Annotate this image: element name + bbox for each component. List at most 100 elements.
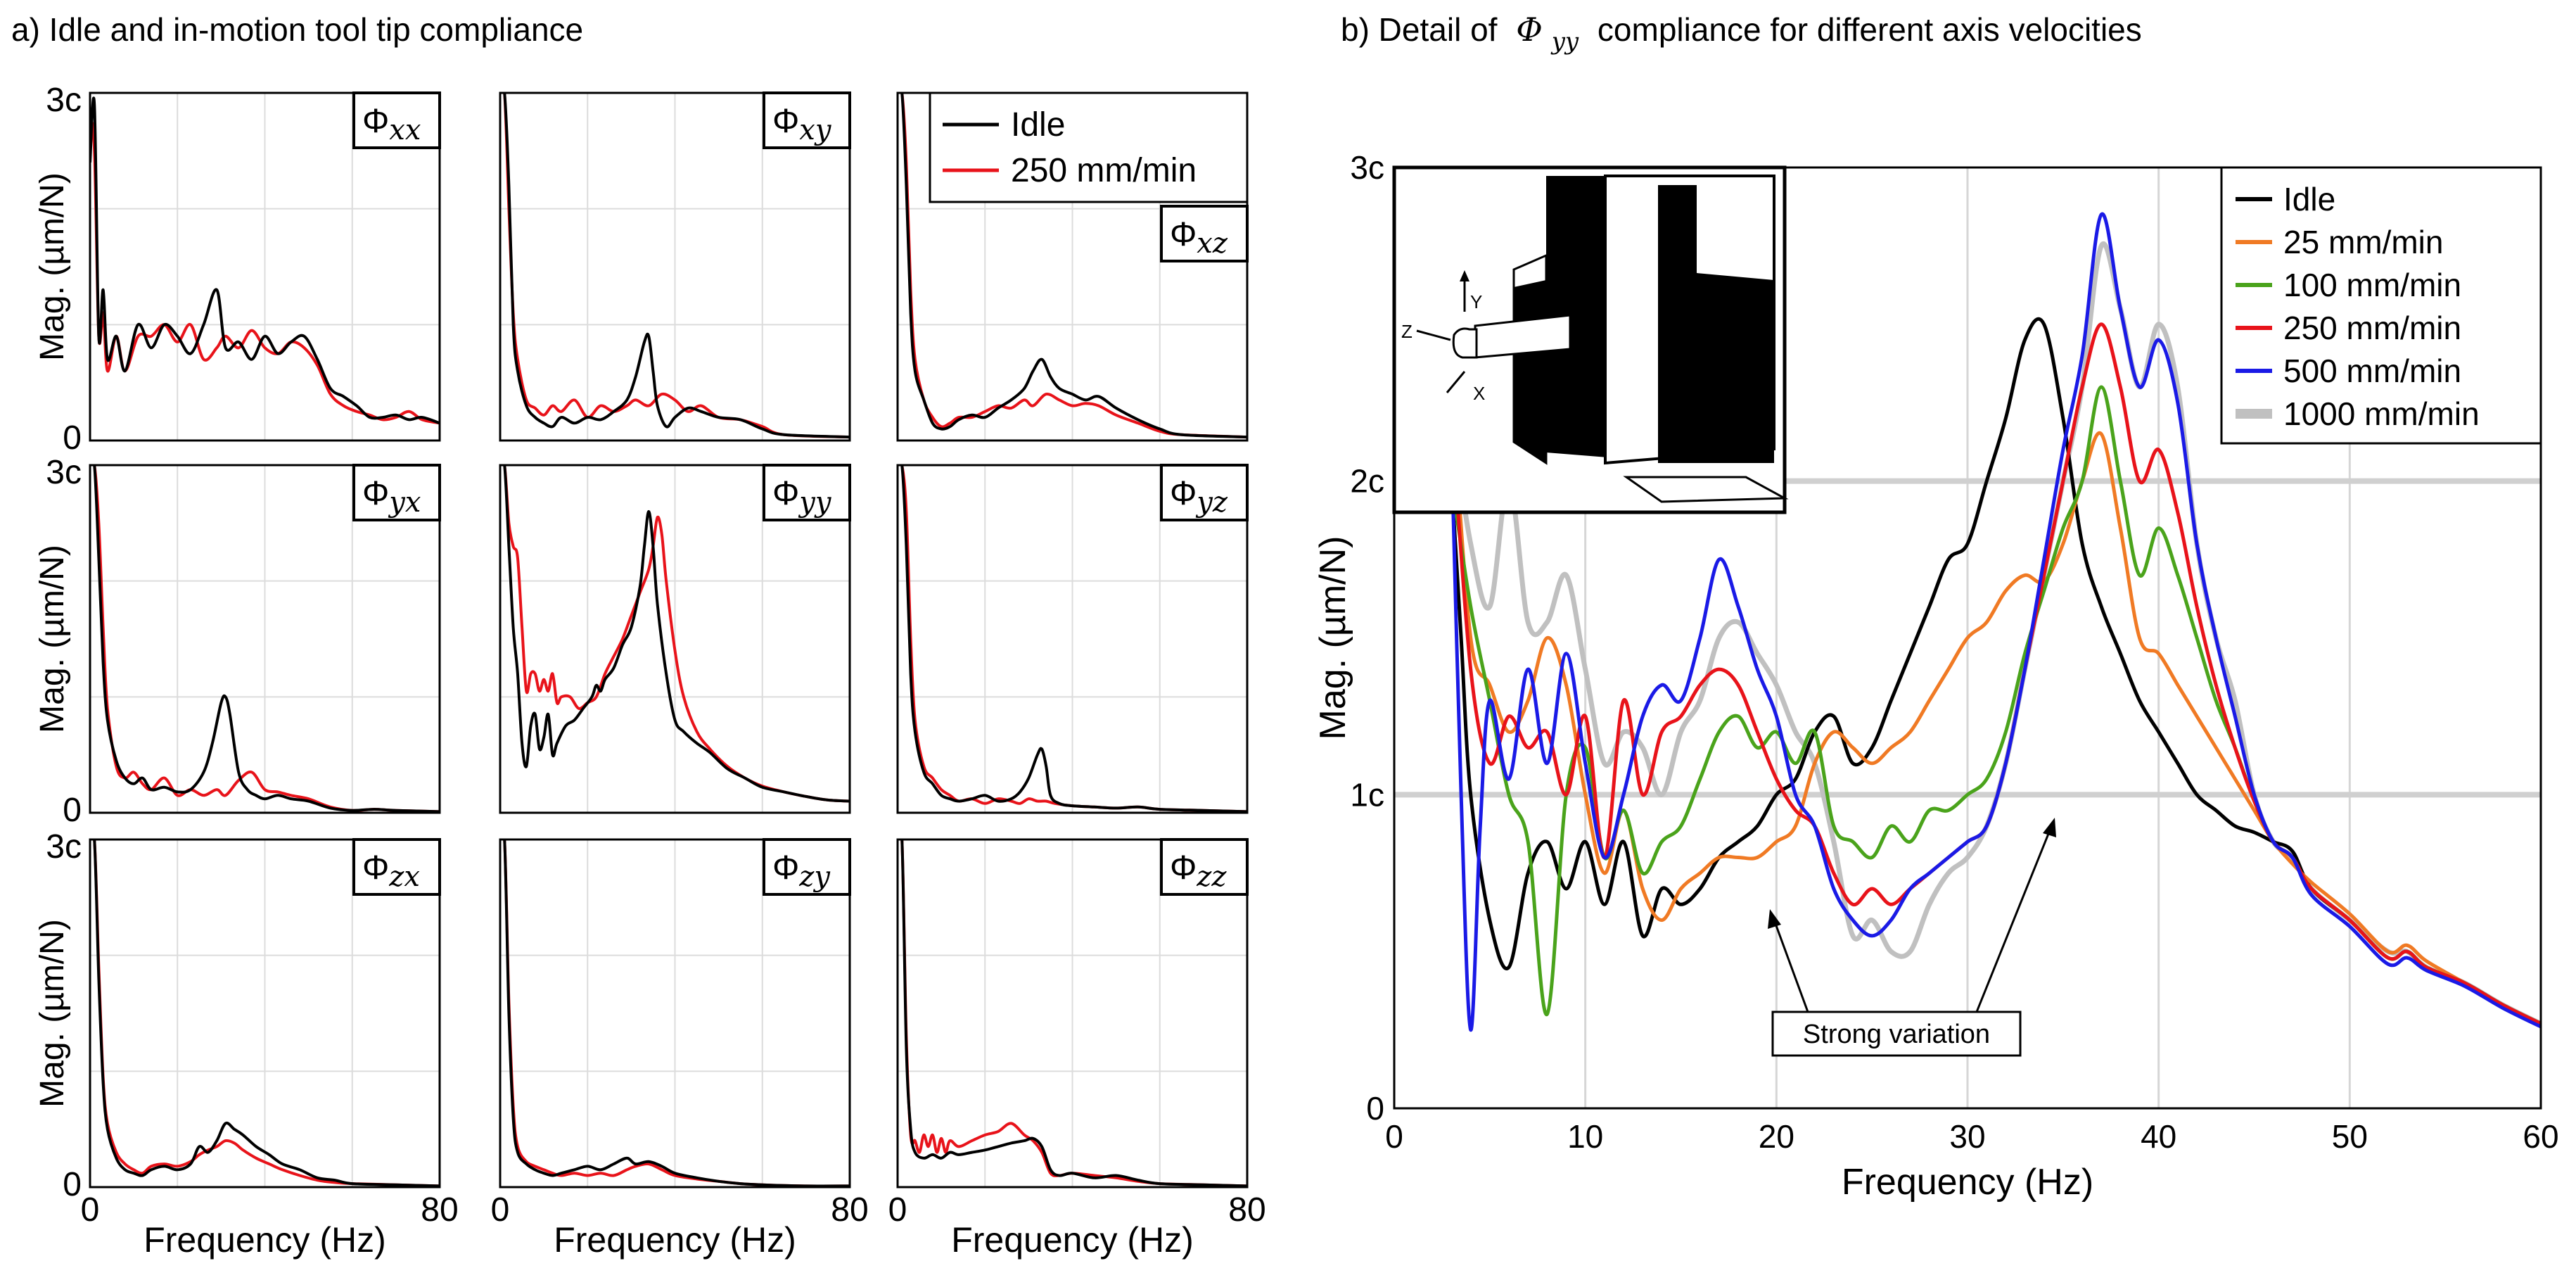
subplot-label-box — [763, 91, 851, 149]
panel-b-title-symbol: Φ — [1516, 11, 1543, 49]
subplot-label: Φxx — [362, 103, 421, 146]
inset-label-y: Y — [1470, 291, 1482, 312]
annotation-arrowhead — [2043, 818, 2056, 837]
y-tick-label: 0 — [63, 1166, 82, 1203]
y-tick-label: 1c — [1350, 776, 1384, 813]
annotation-arrow — [1975, 830, 2051, 1013]
plot-frame — [499, 838, 851, 1189]
y-tick-label: 0 — [1366, 1090, 1384, 1127]
legend-label: 500 mm/min — [2283, 353, 2461, 389]
subplot-label-box — [763, 838, 851, 896]
plot-frame — [499, 464, 851, 814]
panel-b-title: b) Detail of Φ yy compliance for differe… — [1341, 11, 2142, 56]
y-tick-label: 2c — [1350, 463, 1384, 500]
subplot-label-box — [763, 464, 851, 521]
inset-axis-y-arrow — [1460, 270, 1469, 281]
plot-frame — [499, 91, 851, 442]
x-tick-label: 0 — [491, 1191, 510, 1229]
x-axis-label: Frequency (Hz) — [554, 1220, 796, 1260]
series-line-idle — [500, 93, 850, 439]
panel-b-title-prefix: b) Detail of — [1341, 11, 1498, 48]
y-tick-label: 0 — [63, 419, 82, 457]
subplot-label-box — [1160, 205, 1249, 262]
x-axis-label: Frequency (Hz) — [951, 1220, 1194, 1260]
subplot-label-symbol: Φ — [772, 103, 799, 140]
subplot-label-symbol: Φ — [772, 475, 799, 512]
plot-frame — [1393, 166, 2542, 1110]
plot-frame — [896, 464, 1249, 814]
subplot-label-symbol: Φ — [362, 103, 389, 140]
x-tick-label: 80 — [831, 1191, 868, 1229]
subplot-yz: Φyz — [896, 464, 1249, 814]
series-line-500-mm-min — [1450, 212, 2541, 1032]
subplot-label-subscript: xz — [1197, 227, 1228, 260]
x-tick-label: 40 — [2141, 1118, 2176, 1155]
x-tick-label: 30 — [1949, 1118, 1985, 1155]
subplot-yy: Φyy — [499, 464, 851, 814]
series-line-idle — [898, 839, 1247, 1187]
subplot-label-symbol: Φ — [1170, 216, 1197, 253]
inset-axis-x — [1446, 371, 1466, 393]
legend-label: 250 mm/min — [1011, 152, 1197, 189]
x-tick-label: 20 — [1759, 1118, 1794, 1155]
subplot-xx: Φxx 3c 0 Mag. (µm/N) — [34, 82, 441, 457]
inset-table — [1623, 476, 1789, 503]
x-tick-label: 80 — [421, 1191, 458, 1229]
x-tick-label: 0 — [81, 1191, 100, 1229]
annotation-box — [1771, 1010, 2022, 1057]
series-line-250-mm-min — [500, 465, 850, 803]
x-axis-label: Frequency (Hz) — [1842, 1162, 2093, 1203]
series-line-idle — [500, 839, 850, 1187]
series-line-idle — [90, 839, 440, 1187]
legend-label: 250 mm/min — [2283, 310, 2461, 346]
subplot-label: Φzx — [362, 849, 420, 893]
x-axis-label: Frequency (Hz) — [144, 1220, 386, 1260]
x-tick-label: 50 — [2332, 1118, 2368, 1155]
legend-label: Idle — [1011, 106, 1065, 144]
x-tick-label: 60 — [2523, 1118, 2558, 1155]
y-tick-label: 3c — [46, 828, 82, 866]
series-line-idle — [500, 465, 850, 803]
inset-label-x: X — [1473, 383, 1485, 404]
subplot-label-box — [1160, 464, 1249, 521]
subplot-label-subscript: zy — [798, 861, 831, 893]
subplot-label-box — [352, 91, 441, 149]
subplot-label-subscript: zx — [388, 861, 420, 893]
inset-spindle-shadow — [1514, 280, 1546, 463]
legend-label: Idle — [2283, 181, 2335, 217]
legend-label: 25 mm/min — [2283, 224, 2443, 260]
subplot-label-symbol: Φ — [1170, 849, 1197, 887]
y-axis-label: Mag. (µm/N) — [34, 919, 71, 1108]
subplot-zy: Φzy 0 80 Frequency (Hz) — [491, 838, 869, 1260]
x-tick-label: 0 — [1385, 1118, 1403, 1155]
subplot-label-box — [352, 838, 441, 896]
subplot-label-subscript: xx — [389, 114, 421, 146]
subplot-label: Φyz — [1170, 475, 1228, 519]
x-tick-label: 10 — [1567, 1118, 1603, 1155]
subplot-label-subscript: xy — [799, 114, 832, 146]
inset-label-z: Z — [1401, 321, 1413, 342]
subplot-label: Φyx — [362, 475, 421, 519]
legend-box — [2220, 166, 2542, 445]
annotation-arrow — [1773, 921, 1809, 1013]
legend-label: 100 mm/min — [2283, 267, 2461, 303]
subplot-label-box — [352, 464, 441, 521]
plot-frame — [89, 91, 441, 442]
subplot-xz: Φxz Idle 250 mm/min — [896, 91, 1249, 442]
series-line-idle — [1450, 317, 2541, 1025]
y-axis-label: Mag. (µm/N) — [1313, 536, 1353, 740]
subplot-label: Φzy — [772, 849, 831, 893]
subplot-label-symbol: Φ — [362, 849, 389, 887]
subplot-label-symbol: Φ — [362, 475, 389, 512]
y-tick-label: 3c — [46, 454, 82, 491]
y-tick-label: 3c — [1350, 149, 1384, 186]
plot-frame — [896, 838, 1249, 1189]
y-axis-label: Mag. (µm/N) — [34, 172, 71, 361]
subplot-label-box — [1160, 838, 1249, 896]
series-line-idle — [90, 96, 440, 425]
subplot-label-subscript: yx — [388, 486, 421, 519]
plot-frame — [89, 464, 441, 814]
plot-frame — [89, 838, 441, 1189]
